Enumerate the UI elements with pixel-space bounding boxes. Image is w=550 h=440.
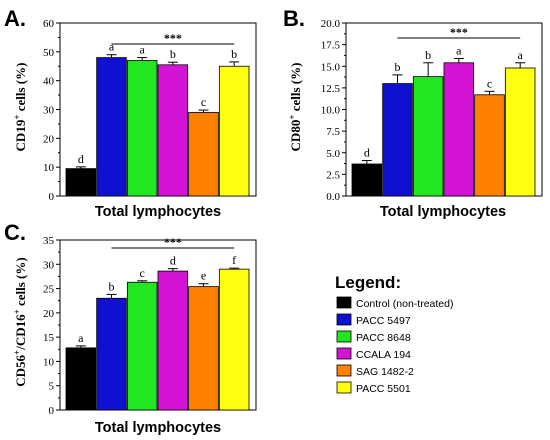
panel-b-bar (382, 83, 413, 197)
legend-item-label: CCALA 194 (356, 349, 411, 361)
panel-c-significance-label: *** (164, 235, 182, 249)
panel-b: B. CD80+ cells (%) Total lymphocytes 0.0… (283, 6, 543, 220)
panel-c-group-letter: c (140, 266, 145, 280)
panel-b-group-letter: a (456, 43, 462, 57)
panel-b-bar (443, 62, 475, 197)
panel-b-group-letter: a (518, 48, 524, 62)
panel-c-group-letter: b (109, 279, 115, 293)
panel-a-bar (65, 168, 97, 197)
panel-b-xlabel: Total lymphocytes (380, 204, 506, 220)
panel-a-group-letter: d (78, 152, 84, 166)
panel-c-ytick-label: 10 (43, 356, 55, 368)
legend-swatch (336, 381, 352, 394)
panel-a-ytick-label: 40 (43, 76, 55, 88)
panel-b-ytick-label: 12.5 (321, 83, 341, 95)
legend: Legend: Control (non-treated) PACC 5497 PA… (335, 273, 453, 395)
panel-b-ytick-label: 2.5 (326, 169, 340, 181)
panel-c-ytick-label: 30 (43, 259, 55, 271)
legend-item-label: SAG 1482-2 (356, 366, 414, 378)
panel-a-letter: A. (4, 6, 26, 31)
panel-b-bar (504, 67, 536, 197)
panel-a-significance-label: *** (164, 31, 182, 45)
panel-c-letter: C. (4, 220, 26, 245)
legend-title: Legend: (335, 273, 401, 292)
panel-c-ytick-label: 5 (49, 381, 55, 393)
panel-b-ytick-label: 17.5 (321, 40, 341, 52)
panel-a-bar (188, 111, 219, 197)
panel-a-ytick-label: 10 (43, 162, 55, 174)
legend-item-label: Control (non-treated) (356, 298, 453, 310)
panel-b-bar (412, 76, 444, 197)
panel-c-bar (65, 347, 97, 411)
panel-c-bar (188, 286, 219, 411)
panel-b-ytick-label: 10.0 (321, 105, 341, 117)
panel-c-group-letter: e (201, 269, 206, 283)
legend-swatch (336, 296, 352, 309)
panel-c-bar (126, 281, 158, 411)
panel-a-ylabel: CD19+ cells (%) (12, 63, 28, 152)
panel-b-group-letter: d (364, 146, 370, 160)
panel-a: A. CD19+ cells (%) Total lymphocytes 0 10… (4, 6, 257, 220)
panel-c-xlabel: Total lymphocytes (95, 420, 221, 436)
panel-a-group-letter: a (140, 43, 146, 57)
panel-a-xlabel: Total lymphocytes (95, 204, 221, 220)
panel-c-bar (96, 297, 127, 411)
panel-b-group-letter: b (425, 48, 431, 62)
panel-b-ytick-label: 20.0 (321, 18, 341, 30)
panel-b-group-letter: b (395, 60, 401, 74)
panel-a-group-letter: a (109, 40, 115, 54)
panel-c-ytick-label: 0 (49, 405, 55, 417)
panel-b-letter: B. (283, 6, 305, 31)
legend-item-label: PACC 8648 (356, 332, 411, 344)
panel-b-ytick-label: 15.0 (321, 61, 341, 73)
panel-b-ylabel: CD80+ cells (%) (287, 63, 303, 152)
panel-a-bar (157, 64, 189, 197)
panel-c-group-letter: d (170, 254, 176, 268)
panel-b-bar (351, 163, 383, 197)
panel-b-significance-label: *** (450, 25, 468, 39)
panel-c-bar (157, 270, 189, 411)
panel-a-bar (218, 65, 250, 197)
panel-c-ytick-label: 35 (43, 235, 55, 247)
panel-a-group-letter: c (201, 95, 206, 109)
panel-c-ytick-label: 20 (43, 308, 55, 320)
panel-c-ytick-label: 15 (43, 332, 55, 344)
panel-c-ylabel: CD56+/CD16+ cells (%) (12, 257, 28, 386)
panel-a-bar (126, 60, 158, 197)
legend-swatch (336, 313, 352, 326)
panel-a-ytick-label: 30 (43, 105, 55, 117)
panel-a-ytick-label: 60 (43, 18, 55, 30)
panel-b-ytick-label: 0.0 (326, 191, 340, 203)
panel-a-group-letter: b (170, 47, 176, 61)
panel-c-group-letter: f (232, 253, 236, 267)
legend-swatch (336, 364, 352, 377)
panel-c-bar (218, 268, 250, 411)
legend-item-label: PACC 5497 (356, 315, 411, 327)
panel-a-ytick-label: 20 (43, 133, 55, 145)
panel-c-group-letter: a (78, 331, 84, 345)
legend-item-label: PACC 5501 (356, 383, 411, 395)
panel-a-bar (96, 57, 127, 197)
panel-b-ytick-label: 7.5 (326, 126, 340, 138)
panel-b-group-letter: c (487, 76, 492, 90)
panel-c-ytick-label: 25 (43, 284, 55, 296)
panel-a-group-letter: b (231, 47, 237, 61)
panel-c: C. CD56+/CD16+ cells (%) Total lymphocyt… (4, 220, 257, 436)
legend-swatch (336, 347, 352, 360)
panel-a-ytick-label: 0 (49, 191, 55, 203)
panel-b-bar (474, 94, 505, 197)
panel-b-ytick-label: 5.0 (326, 148, 340, 160)
panel-a-ytick-label: 50 (43, 47, 55, 59)
legend-swatch (336, 330, 352, 343)
